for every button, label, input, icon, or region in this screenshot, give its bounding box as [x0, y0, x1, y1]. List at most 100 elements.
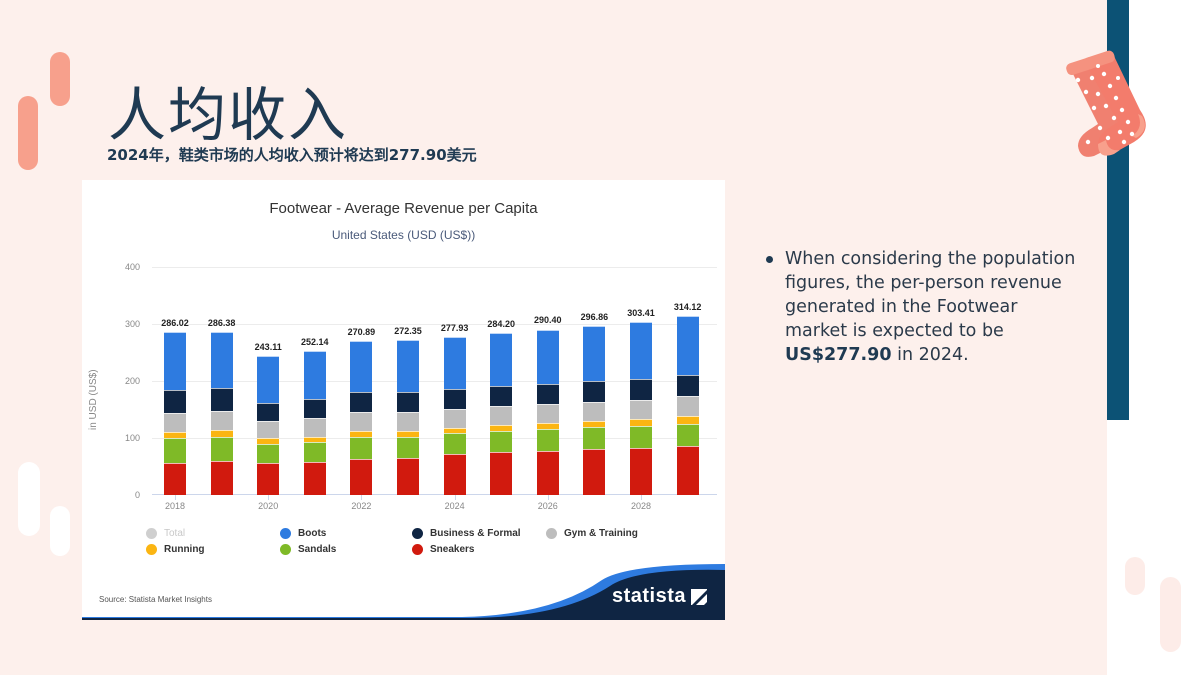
bar-segment-gym-training[interactable]	[676, 396, 699, 417]
bar-segment-business-formal[interactable]	[536, 383, 559, 405]
bar-segment-business-formal[interactable]	[490, 386, 513, 407]
bar-segment-gym-training[interactable]	[164, 412, 186, 432]
bar-segment-running[interactable]	[443, 427, 466, 434]
decor-pill	[18, 462, 40, 536]
bar-segment-running[interactable]	[490, 424, 513, 432]
legend-item-sandals[interactable]: Sandals	[280, 544, 336, 555]
stacked-bar[interactable]	[350, 340, 373, 495]
bar-segment-gym-training[interactable]	[583, 401, 606, 421]
bar-segment-business-formal[interactable]	[443, 389, 466, 409]
legend-item-sneakers[interactable]: Sneakers	[412, 544, 474, 555]
y-tick-label: 300	[124, 319, 140, 329]
legend-item-running[interactable]: Running	[146, 544, 205, 555]
stacked-bar[interactable]	[257, 356, 280, 495]
legend-label: Gym & Training	[564, 528, 638, 539]
bar-segment-boots[interactable]	[397, 339, 419, 392]
stacked-bar[interactable]	[583, 325, 606, 495]
stacked-bar[interactable]	[164, 332, 186, 495]
bar-segment-gym-training[interactable]	[490, 406, 513, 425]
bar-segment-sandals[interactable]	[210, 436, 233, 461]
bar-segment-business-formal[interactable]	[303, 399, 326, 419]
legend-item-business-formal[interactable]: Business & Formal	[412, 528, 521, 539]
legend-item-gym-training[interactable]: Gym & Training	[546, 528, 638, 539]
bar-segment-business-formal[interactable]	[583, 381, 606, 402]
bar-segment-running[interactable]	[303, 436, 326, 443]
bar-segment-sandals[interactable]	[257, 443, 280, 464]
bar-segment-sneakers[interactable]	[164, 463, 186, 495]
bar-segment-sandals[interactable]	[490, 431, 513, 453]
bar-segment-business-formal[interactable]	[210, 388, 233, 411]
legend-item-boots[interactable]: Boots	[280, 528, 326, 539]
bar-segment-sneakers[interactable]	[676, 445, 699, 495]
bar-segment-gym-training[interactable]	[303, 418, 326, 437]
bar-segment-running[interactable]	[257, 438, 280, 444]
bar-segment-sneakers[interactable]	[397, 457, 419, 495]
bar-segment-running[interactable]	[210, 430, 233, 437]
bar-segment-running[interactable]	[676, 416, 699, 424]
stacked-bar[interactable]	[443, 336, 466, 495]
bar-segment-business-formal[interactable]	[257, 402, 280, 421]
bar-segment-sandals[interactable]	[676, 423, 699, 446]
bar-segment-business-formal[interactable]	[350, 391, 373, 413]
bar-segment-gym-training[interactable]	[350, 412, 373, 432]
x-tick-label: 2020	[258, 501, 279, 511]
bar-segment-boots[interactable]	[210, 331, 233, 389]
bar-segment-gym-training[interactable]	[257, 420, 280, 439]
legend-item-total[interactable]: Total	[146, 528, 185, 539]
legend-label: Boots	[298, 528, 327, 539]
bar-segment-sandals[interactable]	[303, 442, 326, 462]
bar-segment-running[interactable]	[397, 430, 419, 437]
bar-total-label: 286.38	[207, 317, 236, 328]
bar-segment-business-formal[interactable]	[676, 375, 699, 397]
bar-segment-boots[interactable]	[583, 325, 606, 382]
bar-segment-sneakers[interactable]	[536, 450, 559, 495]
bar-segment-sandals[interactable]	[443, 433, 466, 454]
bar-segment-gym-training[interactable]	[630, 399, 652, 420]
stacked-bar[interactable]	[303, 351, 326, 495]
bar-segment-boots[interactable]	[490, 333, 513, 387]
bar-segment-boots[interactable]	[257, 356, 280, 403]
bullet-text: When considering the population figures,…	[785, 247, 1085, 367]
bar-segment-sneakers[interactable]	[257, 463, 280, 495]
bar-segment-running[interactable]	[164, 431, 186, 439]
bar-segment-running[interactable]	[583, 420, 606, 428]
stacked-bar[interactable]	[210, 331, 233, 495]
bar-segment-boots[interactable]	[443, 336, 466, 390]
bar-segment-running[interactable]	[350, 431, 373, 437]
bar-segment-business-formal[interactable]	[397, 391, 419, 412]
bar-segment-sneakers[interactable]	[630, 447, 652, 495]
bar-segment-boots[interactable]	[350, 340, 373, 392]
bar-segment-boots[interactable]	[303, 351, 326, 400]
bar-segment-boots[interactable]	[676, 316, 699, 376]
bar-segment-sneakers[interactable]	[210, 460, 233, 495]
bar-segment-boots[interactable]	[630, 322, 652, 379]
bar-segment-gym-training[interactable]	[443, 408, 466, 428]
bar-segment-running[interactable]	[630, 419, 652, 427]
stacked-bar[interactable]	[536, 329, 559, 495]
bar-segment-running[interactable]	[536, 423, 559, 430]
bar-segment-sneakers[interactable]	[490, 452, 513, 495]
bar-segment-sandals[interactable]	[583, 427, 606, 449]
bar-segment-sneakers[interactable]	[583, 448, 606, 495]
stacked-bar[interactable]	[630, 322, 652, 495]
bar-segment-sandals[interactable]	[397, 436, 419, 458]
stacked-bar[interactable]	[676, 316, 699, 495]
bar-segment-business-formal[interactable]	[164, 389, 186, 413]
bar-segment-sandals[interactable]	[536, 429, 559, 451]
bar-segment-sneakers[interactable]	[303, 461, 326, 495]
bar-segment-sandals[interactable]	[164, 438, 186, 464]
bar-segment-business-formal[interactable]	[630, 378, 652, 400]
bar-segment-sandals[interactable]	[350, 436, 373, 459]
stacked-bar[interactable]	[397, 339, 419, 495]
bar-segment-sneakers[interactable]	[350, 458, 373, 495]
bar-segment-boots[interactable]	[536, 329, 559, 384]
stacked-bar[interactable]	[490, 333, 513, 495]
bar-segment-sneakers[interactable]	[443, 453, 466, 495]
bar-segment-gym-training[interactable]	[210, 410, 233, 431]
chart-subtitle: United States (USD (US$))	[331, 228, 476, 242]
bar-segment-gym-training[interactable]	[397, 411, 419, 431]
bar-segment-sandals[interactable]	[630, 426, 652, 448]
decor-pill	[18, 96, 38, 170]
bar-segment-boots[interactable]	[164, 332, 186, 390]
bar-segment-gym-training[interactable]	[536, 404, 559, 424]
